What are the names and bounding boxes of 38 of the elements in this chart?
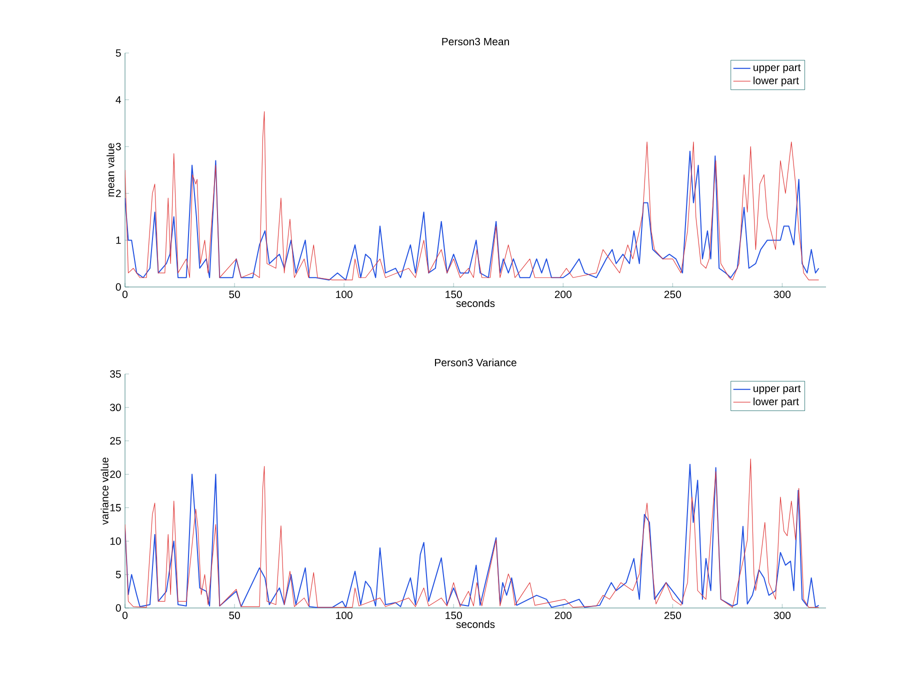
y-tick-label: 30 <box>110 404 121 412</box>
x-tick-label: 300 <box>774 612 791 620</box>
legend-label: upper part <box>754 385 801 394</box>
x-tick-label: 300 <box>774 290 791 298</box>
y-tick-label: 10 <box>110 537 121 545</box>
y-tick-label: 4 <box>116 96 121 104</box>
x-tick-label: 100 <box>336 612 352 620</box>
x-axis-title: seconds <box>456 299 495 308</box>
y-tick-label: 5 <box>116 570 121 578</box>
y-tick-label: 3 <box>116 142 121 150</box>
legend-label: lower part <box>754 76 799 86</box>
y-tick-label: 20 <box>110 470 121 478</box>
legend-label: upper part <box>754 64 801 74</box>
y-tick-label: 2 <box>116 190 121 198</box>
y-tick-label: 0 <box>116 604 121 612</box>
x-tick-label: 150 <box>446 612 462 620</box>
x-axis-title: seconds <box>456 620 495 628</box>
y-tick-label: 0 <box>116 283 121 291</box>
y-axis-title: variance value <box>100 458 108 525</box>
y-tick-label: 1 <box>116 236 121 244</box>
x-tick-label: 0 <box>122 612 128 620</box>
x-tick-label: 150 <box>446 290 462 298</box>
x-tick-label: 100 <box>336 290 352 298</box>
y-tick-label: 35 <box>110 370 121 378</box>
x-tick-label: 200 <box>554 612 572 620</box>
y-tick-label: 5 <box>116 49 121 57</box>
x-tick-label: 50 <box>229 612 240 620</box>
x-tick-label: 250 <box>664 290 681 298</box>
y-tick-label: 15 <box>110 504 121 512</box>
chart-title: Person3 Variance <box>435 358 516 366</box>
x-tick-label: 50 <box>229 290 240 298</box>
y-tick-label: 25 <box>110 437 121 445</box>
y-axis-title: mean value <box>106 143 114 196</box>
legend-label: lower part <box>754 398 799 408</box>
x-tick-label: 200 <box>554 290 572 298</box>
x-tick-label: 0 <box>122 290 128 298</box>
chart-title: Person3 Mean <box>442 38 509 46</box>
x-tick-label: 250 <box>664 612 681 620</box>
